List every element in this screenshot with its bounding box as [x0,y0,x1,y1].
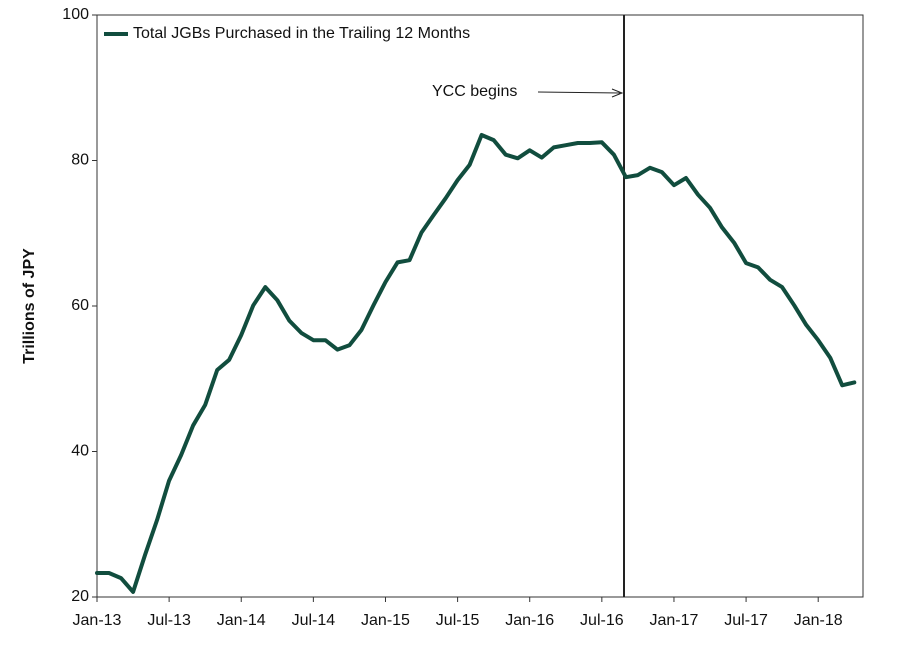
series-line [95,133,857,594]
x-tick-label: Jul-17 [724,612,768,629]
y-tick-label: 60 [71,297,89,314]
x-tick-label: Jan-15 [361,612,410,629]
y-tick-label: 40 [71,443,89,460]
annotation-arrowhead [611,88,624,98]
y-axis-label: Trillions of JPY [21,248,38,364]
x-tick-label: Jan-13 [73,612,122,629]
y-tick-label: 20 [71,588,89,605]
x-tick-label: Jan-14 [217,612,266,629]
annotation: YCC begins [432,83,517,100]
x-tick-label: Jan-17 [649,612,698,629]
x-tick-label: Jan-16 [505,612,554,629]
x-tick-label: Jul-13 [147,612,191,629]
plot-frame [96,14,864,598]
y-tick-label: 80 [71,152,89,169]
x-tick-label: Jul-14 [292,612,336,629]
x-tick-label: Jul-15 [436,612,480,629]
legend-label: Total JGBs Purchased in the Trailing 12 … [133,25,470,42]
x-tick-label: Jan-18 [794,612,843,629]
x-tick-label: Jul-16 [580,612,624,629]
annotation-arrow [537,91,621,94]
y-tick-label: 100 [62,6,89,23]
